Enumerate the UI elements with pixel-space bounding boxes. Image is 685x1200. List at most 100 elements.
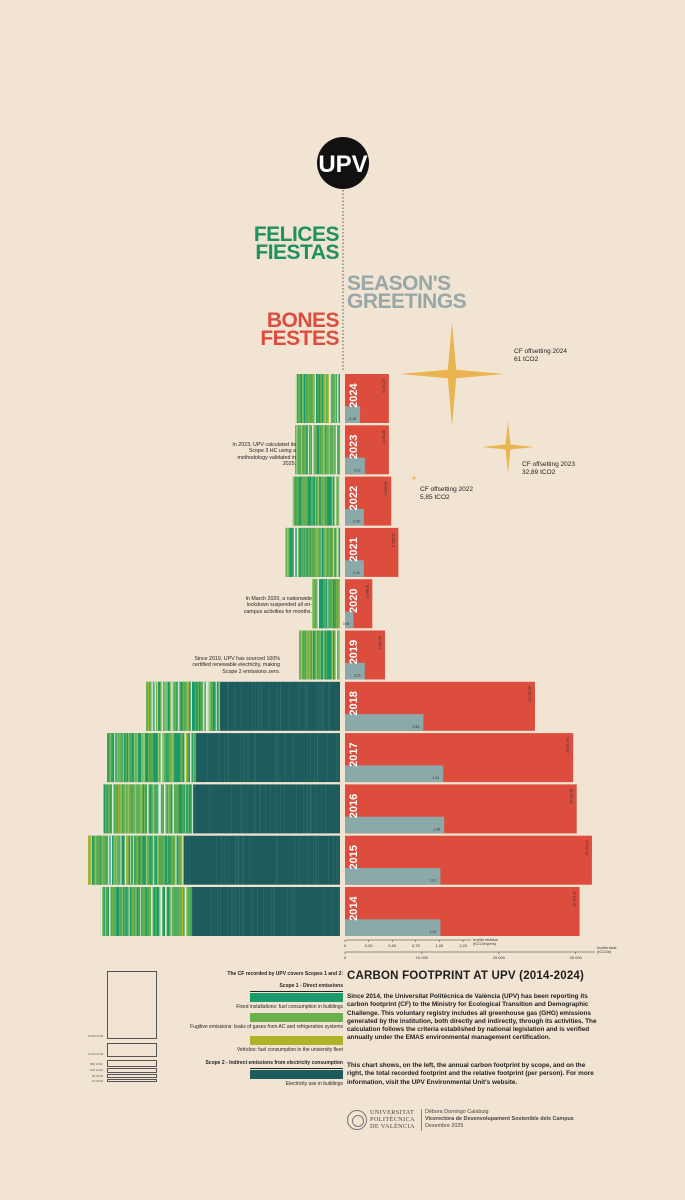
scope1-sliver — [335, 425, 338, 475]
scope1-sliver — [326, 425, 327, 475]
scope1-sliver — [177, 887, 179, 936]
scope1-sliver — [293, 527, 296, 577]
relative-bar-2020 — [345, 611, 354, 629]
year-label-2018: 2018 — [348, 691, 360, 715]
year-label-2015: 2015 — [348, 845, 360, 869]
scope1-sliver — [106, 887, 108, 936]
scope1-sliver — [330, 579, 332, 629]
scope1-sliver — [128, 733, 130, 783]
scope1-sliver — [310, 476, 312, 526]
scope1-sliver — [314, 630, 317, 680]
scope1-sliver — [320, 374, 322, 423]
scope1-sliver — [173, 887, 175, 936]
scope1-sliver — [335, 630, 338, 680]
scope1-sliver — [334, 476, 337, 526]
scope1-sliver — [326, 527, 328, 577]
scope1-sliver — [309, 527, 311, 577]
scope1-sliver — [158, 887, 159, 936]
scope1-sliver — [309, 425, 311, 475]
scope1-sliver — [299, 630, 301, 680]
scope1-sliver — [176, 887, 178, 936]
scope1-sliver — [124, 887, 126, 936]
scope1-sliver — [182, 835, 184, 885]
scope1-sliver — [330, 527, 332, 577]
scope1-sliver — [155, 681, 157, 731]
scope1-sliver — [309, 476, 311, 526]
scope1-sliver — [327, 579, 329, 629]
scope1-sliver — [285, 527, 287, 577]
scope1-sliver — [146, 681, 148, 731]
scope1-sliver — [133, 784, 135, 834]
scope1-sliver — [330, 425, 332, 475]
scope1-sliver — [107, 784, 110, 834]
scope1-sliver — [303, 425, 305, 475]
scope1-sliver — [112, 784, 114, 834]
scope1-sliver — [314, 579, 316, 629]
scope1-sliver — [324, 579, 327, 629]
upv-logo-icon — [317, 137, 369, 189]
scope1-sliver — [328, 527, 330, 577]
scope1-sliver — [148, 835, 150, 885]
scope1-sliver — [103, 784, 105, 834]
scope1-sliver — [288, 527, 290, 577]
scope1-sliver — [107, 887, 109, 936]
legend-swatch-vehicles — [250, 1036, 343, 1045]
relative-tick-2: 0,50 — [388, 943, 397, 948]
relative-axis-unit: (tCO2e/pers) — [473, 941, 497, 946]
scope1-sliver — [125, 887, 128, 936]
scope1-sliver — [331, 374, 333, 423]
scope1-sliver — [320, 527, 323, 577]
scope1-sliver — [320, 630, 322, 680]
scope1-sliver — [142, 887, 145, 936]
scope1-sliver — [154, 835, 156, 885]
scope1-sliver — [177, 733, 179, 783]
scope1-sliver — [100, 835, 102, 885]
relative-value-label-2021: 0,20 — [353, 571, 360, 575]
seasons-line1: SEASON'S — [347, 272, 451, 295]
scope1-sliver — [135, 887, 137, 936]
scope1-sliver — [168, 784, 170, 834]
scope1-sliver — [323, 425, 325, 475]
scope1-sliver — [306, 476, 308, 526]
scope1-sliver — [156, 733, 158, 783]
year-label-2020: 2020 — [348, 589, 360, 613]
scope1-sliver — [180, 887, 182, 936]
scope1-sliver — [137, 887, 139, 936]
scope1-sliver — [323, 527, 325, 577]
scope1-sliver — [164, 835, 166, 885]
scope1-sliver — [117, 835, 119, 885]
scope1-sliver — [123, 784, 125, 834]
scope1-sliver — [103, 835, 106, 885]
legend-mini-box-5 — [107, 1074, 157, 1078]
footer-paragraph-2: This chart shows, on the left, the annua… — [347, 1062, 594, 1086]
scope1-sliver — [116, 784, 118, 834]
author-name: Débora Domingo Calabuig — [425, 1109, 489, 1115]
scope1-sliver — [182, 784, 184, 834]
scope1-sliver — [196, 681, 198, 731]
star-2024-icon — [400, 322, 504, 426]
scope1-sliver — [313, 579, 316, 629]
scope1-sliver — [96, 835, 98, 885]
scope1-sliver — [318, 630, 320, 680]
scope1-sliver — [215, 681, 217, 731]
scope1-sliver — [327, 630, 329, 680]
scope1-sliver — [112, 733, 115, 783]
scope1-sliver — [179, 784, 181, 834]
scope1-sliver — [208, 681, 211, 731]
scope1-sliver — [112, 835, 114, 885]
scope1-sliver — [172, 835, 174, 885]
scope1-sliver — [324, 374, 326, 423]
scope1-sliver — [152, 835, 154, 885]
scope1-sliver — [334, 527, 336, 577]
scope1-sliver — [321, 630, 323, 680]
scope1-sliver — [186, 887, 188, 936]
scope1-sliver — [145, 835, 148, 885]
star-2023-icon — [482, 421, 534, 473]
scope1-sliver — [333, 527, 334, 577]
scope1-sliver — [97, 835, 99, 885]
scope1-sliver — [317, 579, 320, 629]
legend-mini-box-3 — [107, 1060, 157, 1067]
relative-value-label-2020: 0,09 — [343, 622, 350, 626]
scope1-sliver — [312, 374, 314, 423]
